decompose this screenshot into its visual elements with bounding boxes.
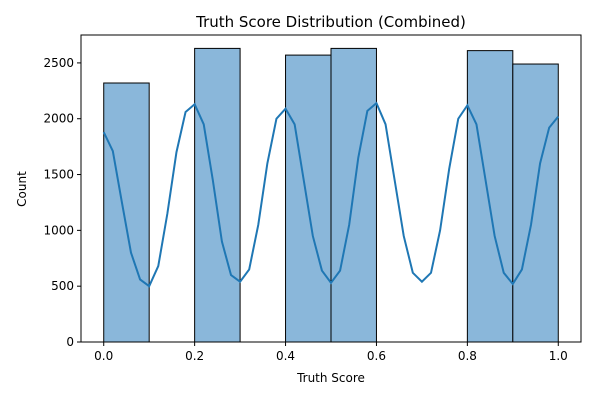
y-tick-label: 0 (66, 335, 74, 349)
x-tick-label: 1.0 (549, 349, 568, 363)
histogram-bar-0 (103, 82, 150, 343)
x-axis-ticks: 0.0 0.2 0.4 0.6 0.8 1.0 (94, 342, 568, 363)
histogram-bar-9 (512, 63, 559, 343)
histogram-bars (103, 47, 559, 343)
histogram-bar-8 (466, 50, 514, 343)
y-tick-label: 2000 (43, 112, 74, 126)
y-axis-label: Count (15, 171, 29, 207)
x-tick-label: 0.6 (367, 349, 386, 363)
x-tick-label: 0.0 (94, 349, 113, 363)
x-tick-label: 0.4 (276, 349, 295, 363)
y-tick-label: 1500 (43, 168, 74, 182)
histogram-bar-2 (194, 47, 241, 343)
x-tick-label: 0.8 (458, 349, 477, 363)
y-tick-label: 1000 (43, 223, 74, 237)
kde-curve-group (102, 101, 560, 288)
plot-area-frame (80, 34, 582, 343)
y-axis-ticks: 0 500 1000 1500 2000 2500 (43, 56, 81, 349)
kde-curve (102, 101, 560, 288)
histogram-bar-4 (285, 54, 332, 343)
x-tick-label: 0.2 (185, 349, 204, 363)
y-tick-label: 2500 (43, 56, 74, 70)
x-axis-label: Truth Score (296, 371, 365, 385)
y-tick-label: 500 (51, 279, 74, 293)
chart-title: Truth Score Distribution (Combined) (195, 13, 466, 31)
